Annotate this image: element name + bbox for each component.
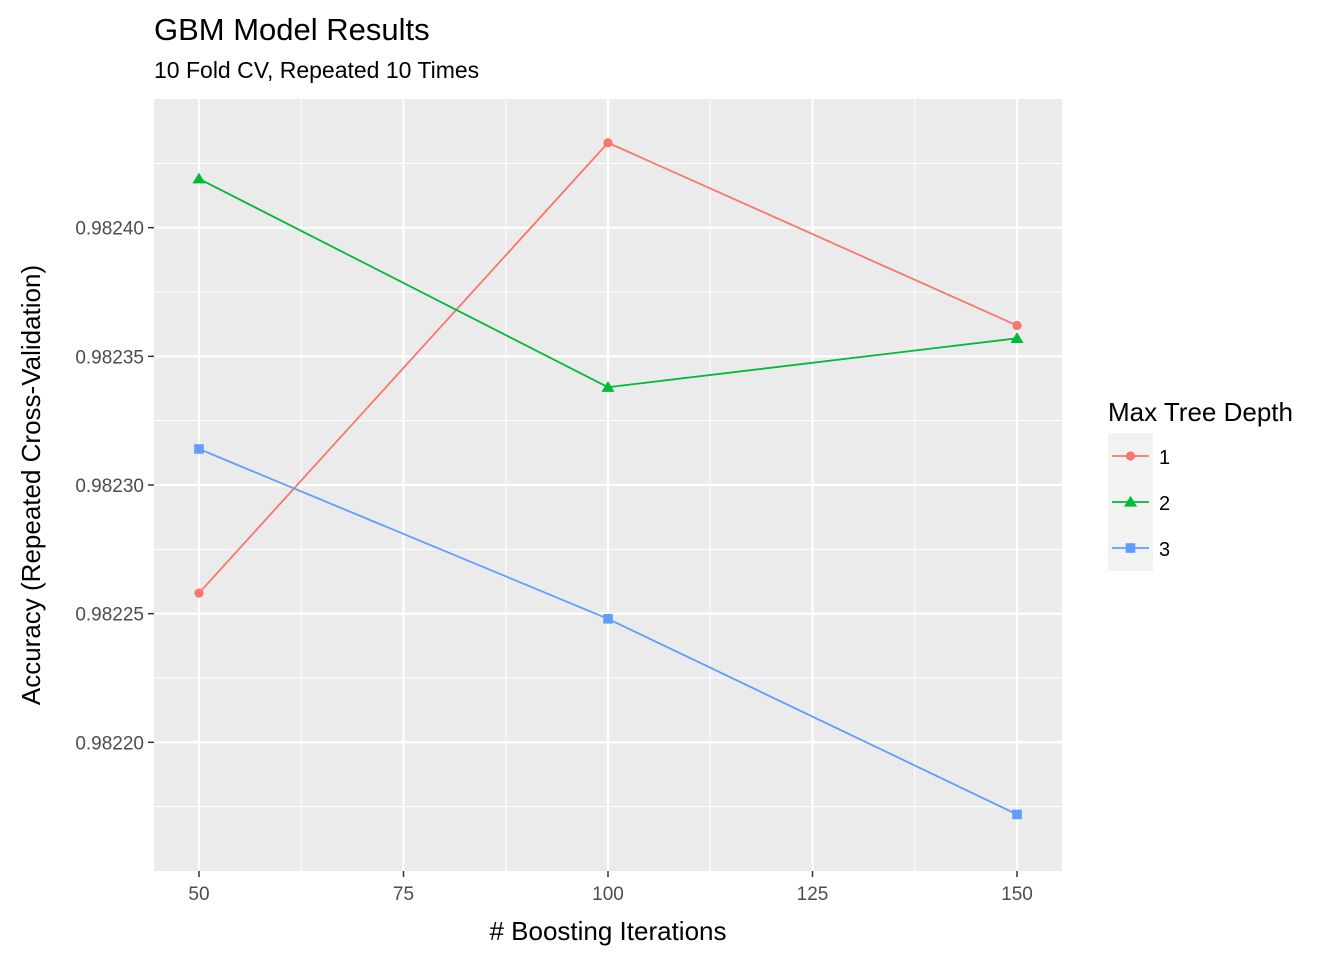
- legend-key-marker: [1125, 451, 1136, 461]
- x-tick-label: 150: [1001, 884, 1033, 905]
- legend: Max Tree Depth 1 2 3: [1108, 397, 1293, 571]
- data-point-series-2: [1010, 332, 1024, 343]
- y-tick-label: 0.98220: [75, 733, 144, 754]
- y-axis-ticks: 0.98220 0.98225 0.98230 0.98235 0.98240: [75, 219, 154, 754]
- legend-key-marker: [1125, 543, 1136, 553]
- legend-item-1: 1: [1108, 433, 1170, 479]
- x-axis-ticks: 50 75 100 125 150: [188, 871, 1033, 905]
- y-tick-label: 0.98240: [75, 219, 144, 240]
- data-point-series-2: [601, 381, 615, 392]
- y-tick-label: 0.98235: [75, 347, 144, 368]
- data-point-series-3: [194, 444, 204, 454]
- x-tick-label: 100: [592, 884, 624, 905]
- series-points: [192, 138, 1024, 820]
- grid-major: [154, 99, 1062, 871]
- data-point-series-1: [194, 588, 204, 598]
- legend-key-marker: [1123, 495, 1138, 507]
- chart-subtitle: 10 Fold CV, Repeated 10 Times: [154, 57, 479, 83]
- y-axis-label: Accuracy (Repeated Cross-Validation): [16, 265, 46, 705]
- data-point-series-2: [192, 172, 206, 184]
- x-tick-label: 75: [393, 884, 414, 905]
- legend-label: 2: [1159, 493, 1170, 515]
- legend-label: 3: [1159, 539, 1170, 561]
- legend-item-2: 2: [1108, 479, 1170, 525]
- x-tick-label: 50: [188, 884, 209, 905]
- x-axis-label: # Boosting Iterations: [489, 916, 726, 946]
- y-tick-label: 0.98225: [75, 605, 144, 626]
- data-point-series-3: [1012, 809, 1022, 820]
- legend-title: Max Tree Depth: [1108, 397, 1293, 427]
- data-point-series-1: [1012, 320, 1022, 331]
- y-tick-label: 0.98230: [75, 476, 144, 497]
- data-point-series-1: [603, 138, 613, 148]
- legend-label: 1: [1159, 447, 1170, 469]
- legend-item-3: 3: [1108, 525, 1170, 571]
- data-point-series-3: [603, 614, 613, 624]
- chart-title: GBM Model Results: [154, 12, 430, 47]
- x-tick-label: 125: [797, 884, 829, 905]
